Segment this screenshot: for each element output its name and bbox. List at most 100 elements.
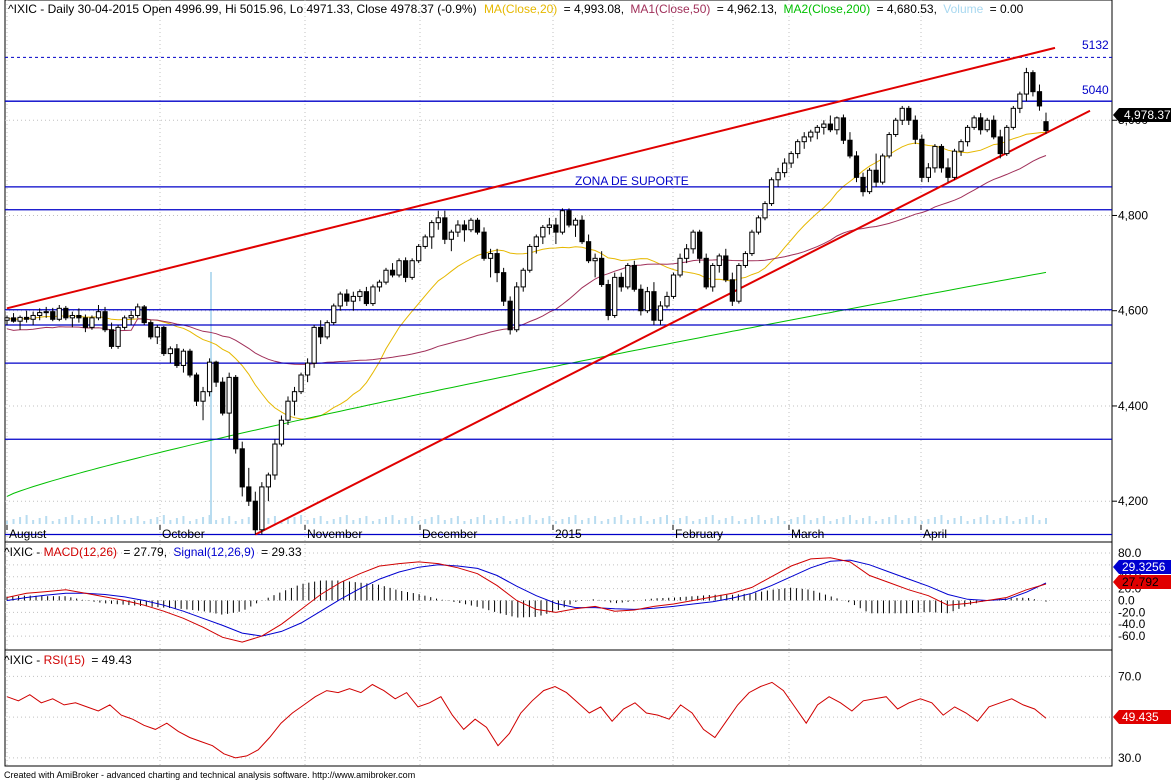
candle [239,441,245,497]
candle [487,248,494,278]
trend-lines [6,46,1091,536]
candle [193,372,200,406]
volume-bar [1038,520,1041,524]
candle [880,153,886,185]
volume-bar [737,521,740,524]
candle [10,313,17,323]
candle [821,120,827,135]
candle [997,129,1003,159]
candle [429,220,435,249]
candle [246,467,252,506]
candle [95,305,102,321]
macd-header: ^IXIC - MACD(12,26) = 27.79, Signal(12,2… [4,545,302,559]
date-tick-label: April [923,527,947,541]
volume-bar [535,520,538,524]
candle [331,303,337,325]
candle [304,358,311,383]
candle [402,257,409,283]
candle [357,289,363,302]
volume-bar [345,515,348,524]
lower-trend-line [254,109,1091,536]
candle [474,217,481,235]
candle [795,139,801,159]
grid [5,0,1112,766]
volume-bar [188,521,191,524]
candle [533,234,539,254]
candle [350,291,356,311]
candle [951,148,958,180]
candle [389,263,396,278]
candle [657,301,664,325]
candle [964,125,971,147]
volume-bar [110,517,113,524]
candle [363,286,370,306]
macd-pane-frame[interactable] [4,541,1113,651]
macd-series [6,557,1047,643]
candle [115,325,121,349]
volume-bar [175,518,178,524]
candle [670,272,677,299]
volume-bar [685,516,688,524]
volume-bar [803,515,806,524]
ma20-label: MA(Close,20) [484,2,557,16]
volume-bar [182,516,185,524]
price-pane-frame[interactable] [4,0,1113,543]
candle [703,253,709,290]
volume-bar [796,517,799,524]
volume-bar [489,520,492,524]
volume-bar [502,516,505,524]
volume-bar [933,517,936,524]
volume-bar [450,518,453,524]
candle [278,415,285,447]
date-tick-label: February [675,527,723,541]
candle [23,310,30,323]
candle [697,229,703,264]
volume-bar [509,521,512,524]
volume-bar [117,515,120,524]
candle [76,308,82,323]
volume-bar [123,520,126,524]
candle [631,260,637,292]
volume-bar [306,520,309,524]
rsi-pane-frame[interactable] [4,649,1113,767]
ma200-line [6,271,1047,497]
candle [17,315,23,330]
volume-bar [986,515,989,524]
candle [742,251,749,268]
volume-bar [19,517,22,524]
candle [801,132,807,149]
volume-bar [496,518,499,524]
candle [187,348,193,378]
price-marker-text: 4,978.37 [1124,108,1171,122]
volume-bar [6,521,8,524]
candle [220,377,226,416]
candle [442,210,448,245]
signal-value: = 29.33 [261,545,302,559]
volume-bar [195,519,198,524]
candle [781,158,788,178]
volume-bar [391,515,394,524]
volume-bar [25,515,28,524]
volume-bar [371,521,374,524]
volume-bar [966,521,969,524]
candle [213,360,219,387]
rsi-value: = 49.43 [91,653,132,667]
date-tick-label: December [422,527,477,541]
volume-bar [659,517,662,524]
volume-bar [97,521,100,524]
volume-bar [443,520,446,524]
candle [579,215,585,245]
candle [337,291,343,311]
volume-bar [319,516,322,524]
candle [376,279,383,292]
rsi-header-prefix: ^IXIC - [4,653,44,667]
candle [141,305,147,325]
candle [847,132,853,159]
candle [749,229,755,256]
candle [736,263,742,304]
rsi-tick-label: 70.0 [1118,669,1142,683]
candle [527,244,533,273]
candle [50,307,56,322]
volume-bar [463,521,466,524]
